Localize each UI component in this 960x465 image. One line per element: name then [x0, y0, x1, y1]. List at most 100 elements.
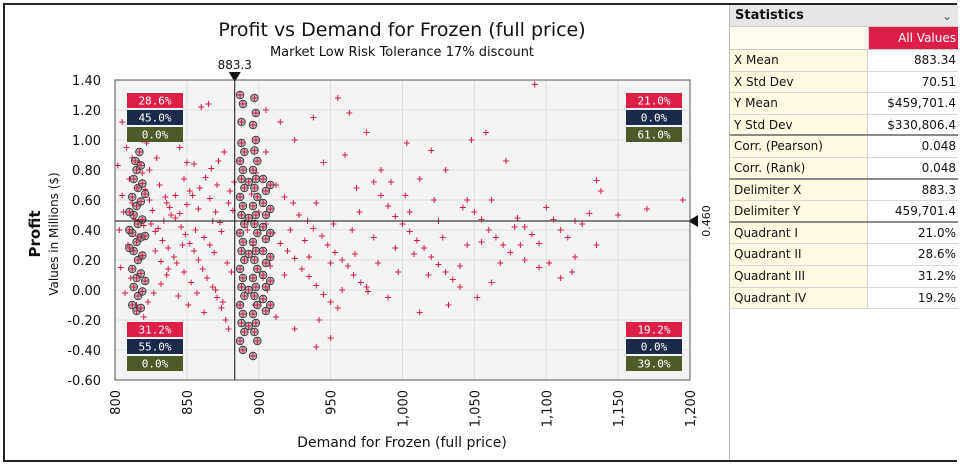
data-point [485, 227, 492, 233]
data-point [334, 305, 341, 311]
y-tick-label: 0.40 [72, 224, 101, 239]
stat-row[interactable]: Quadrant IV 19.2% [730, 287, 958, 310]
data-point [593, 177, 600, 184]
stat-row[interactable]: Delimiter X 883.3 [730, 179, 958, 202]
data-point [395, 269, 402, 275]
stat-value: 31.2% [917, 268, 956, 283]
data-point [385, 203, 392, 209]
data-point [331, 249, 338, 256]
statistics-panel: Statistics ⌄ All Values X Mean 883.34 X St… [729, 5, 958, 460]
stat-row[interactable]: X Mean 883.34 [730, 50, 958, 72]
grid [114, 79, 691, 381]
data-point [183, 201, 190, 208]
data-point [116, 227, 123, 233]
data-point [528, 231, 535, 238]
data-point [503, 158, 509, 164]
data-point [569, 269, 576, 275]
data-point-circled [248, 309, 258, 319]
quadrant-bottom-left-2: 0.0% [127, 356, 183, 371]
quadrant-bottom-left-0: 31.2% [127, 322, 183, 337]
data-point [201, 309, 208, 316]
svg-text:0.0%: 0.0% [142, 129, 169, 142]
stat-row[interactable]: Corr. (Pearson) 0.048 [730, 136, 958, 158]
quadrant-top-right-2: 61.0% [626, 127, 682, 142]
svg-text:0.0%: 0.0% [142, 358, 169, 371]
data-point-circled [251, 174, 261, 184]
y-tick-label: 1.00 [72, 134, 101, 149]
data-point-circled [235, 228, 245, 238]
stat-label: Quadrant I [730, 222, 868, 244]
data-point-circled [261, 234, 271, 244]
data-point-circled [248, 165, 258, 175]
data-point [181, 269, 187, 275]
delimiter-y-handle-icon[interactable] [688, 215, 698, 227]
data-point [492, 234, 499, 241]
statistics-header[interactable]: Statistics ⌄ [730, 5, 958, 27]
data-point-circled [238, 165, 248, 175]
data-point-circled [136, 161, 146, 170]
x-tick-label: 1,200 [684, 390, 699, 427]
data-point [327, 335, 334, 341]
data-point-circled [136, 303, 146, 313]
quadrant-labels: 28.6% 45.0% 0.0% 21.0% 0.0% 61.0% 31.2% 55.0% 0.… [127, 93, 682, 371]
data-point [442, 167, 449, 173]
data-point [188, 279, 195, 286]
data-point [457, 263, 463, 269]
data-point [363, 284, 370, 290]
data-point [301, 237, 308, 244]
data-point [431, 197, 438, 203]
data-point-circled [266, 180, 275, 190]
stat-row[interactable]: Delimiter Y 459,701.4 [730, 201, 958, 223]
data-point-circled [266, 252, 275, 262]
stat-value: 0.048 [921, 160, 956, 175]
data-point [244, 227, 251, 233]
data-point [119, 192, 126, 199]
data-point [352, 251, 359, 257]
data-point [277, 240, 284, 247]
y-tick-label: 1.40 [72, 74, 101, 89]
data-point [334, 95, 341, 101]
data-point-circled [266, 276, 275, 286]
data-point [342, 152, 348, 158]
stat-label: Y Mean [730, 93, 868, 114]
data-point [597, 188, 604, 194]
data-point [176, 210, 183, 217]
stat-row[interactable]: Quadrant II 28.6% [730, 244, 958, 266]
data-point [310, 225, 317, 232]
data-point-circled [251, 246, 261, 256]
data-point [291, 255, 298, 262]
data-point-circled [253, 300, 262, 310]
data-point [158, 258, 164, 265]
data-point [201, 234, 208, 241]
stat-row[interactable]: Quadrant I 21.0% [730, 222, 958, 245]
data-point [531, 81, 538, 88]
data-point [119, 119, 126, 125]
stat-row[interactable]: Quadrant III 31.2% [730, 265, 958, 288]
stat-row[interactable]: Y Std Dev $330,806.4 [730, 114, 958, 137]
all-values-header[interactable]: All Values [869, 27, 958, 49]
delimiter-x-handle-icon[interactable] [228, 72, 241, 82]
data-point [370, 234, 377, 241]
stat-row[interactable]: Y Mean $459,701.4 [730, 93, 958, 115]
data-point [500, 242, 507, 248]
data-point [139, 170, 146, 176]
data-point-circled [251, 318, 261, 328]
data-point [166, 204, 173, 211]
stat-row[interactable]: Corr. (Rank) 0.048 [730, 157, 958, 180]
data-point [327, 260, 334, 266]
y-axis-label: Profit [26, 211, 44, 258]
y-tick-label: -0.60 [67, 374, 101, 389]
data-point-circled [235, 192, 245, 202]
data-point-circled [248, 351, 258, 361]
data-point [365, 288, 371, 295]
data-point [497, 260, 504, 266]
data-point [172, 192, 179, 199]
data-point [206, 242, 213, 248]
data-point-circled [238, 237, 248, 247]
data-point [163, 200, 170, 206]
data-point-circled [244, 285, 253, 295]
chevron-down-icon[interactable]: ⌄ [941, 8, 952, 23]
stat-row[interactable]: X Std Dev 70.51 [730, 71, 958, 94]
data-point [421, 245, 428, 251]
data-point [140, 314, 147, 320]
